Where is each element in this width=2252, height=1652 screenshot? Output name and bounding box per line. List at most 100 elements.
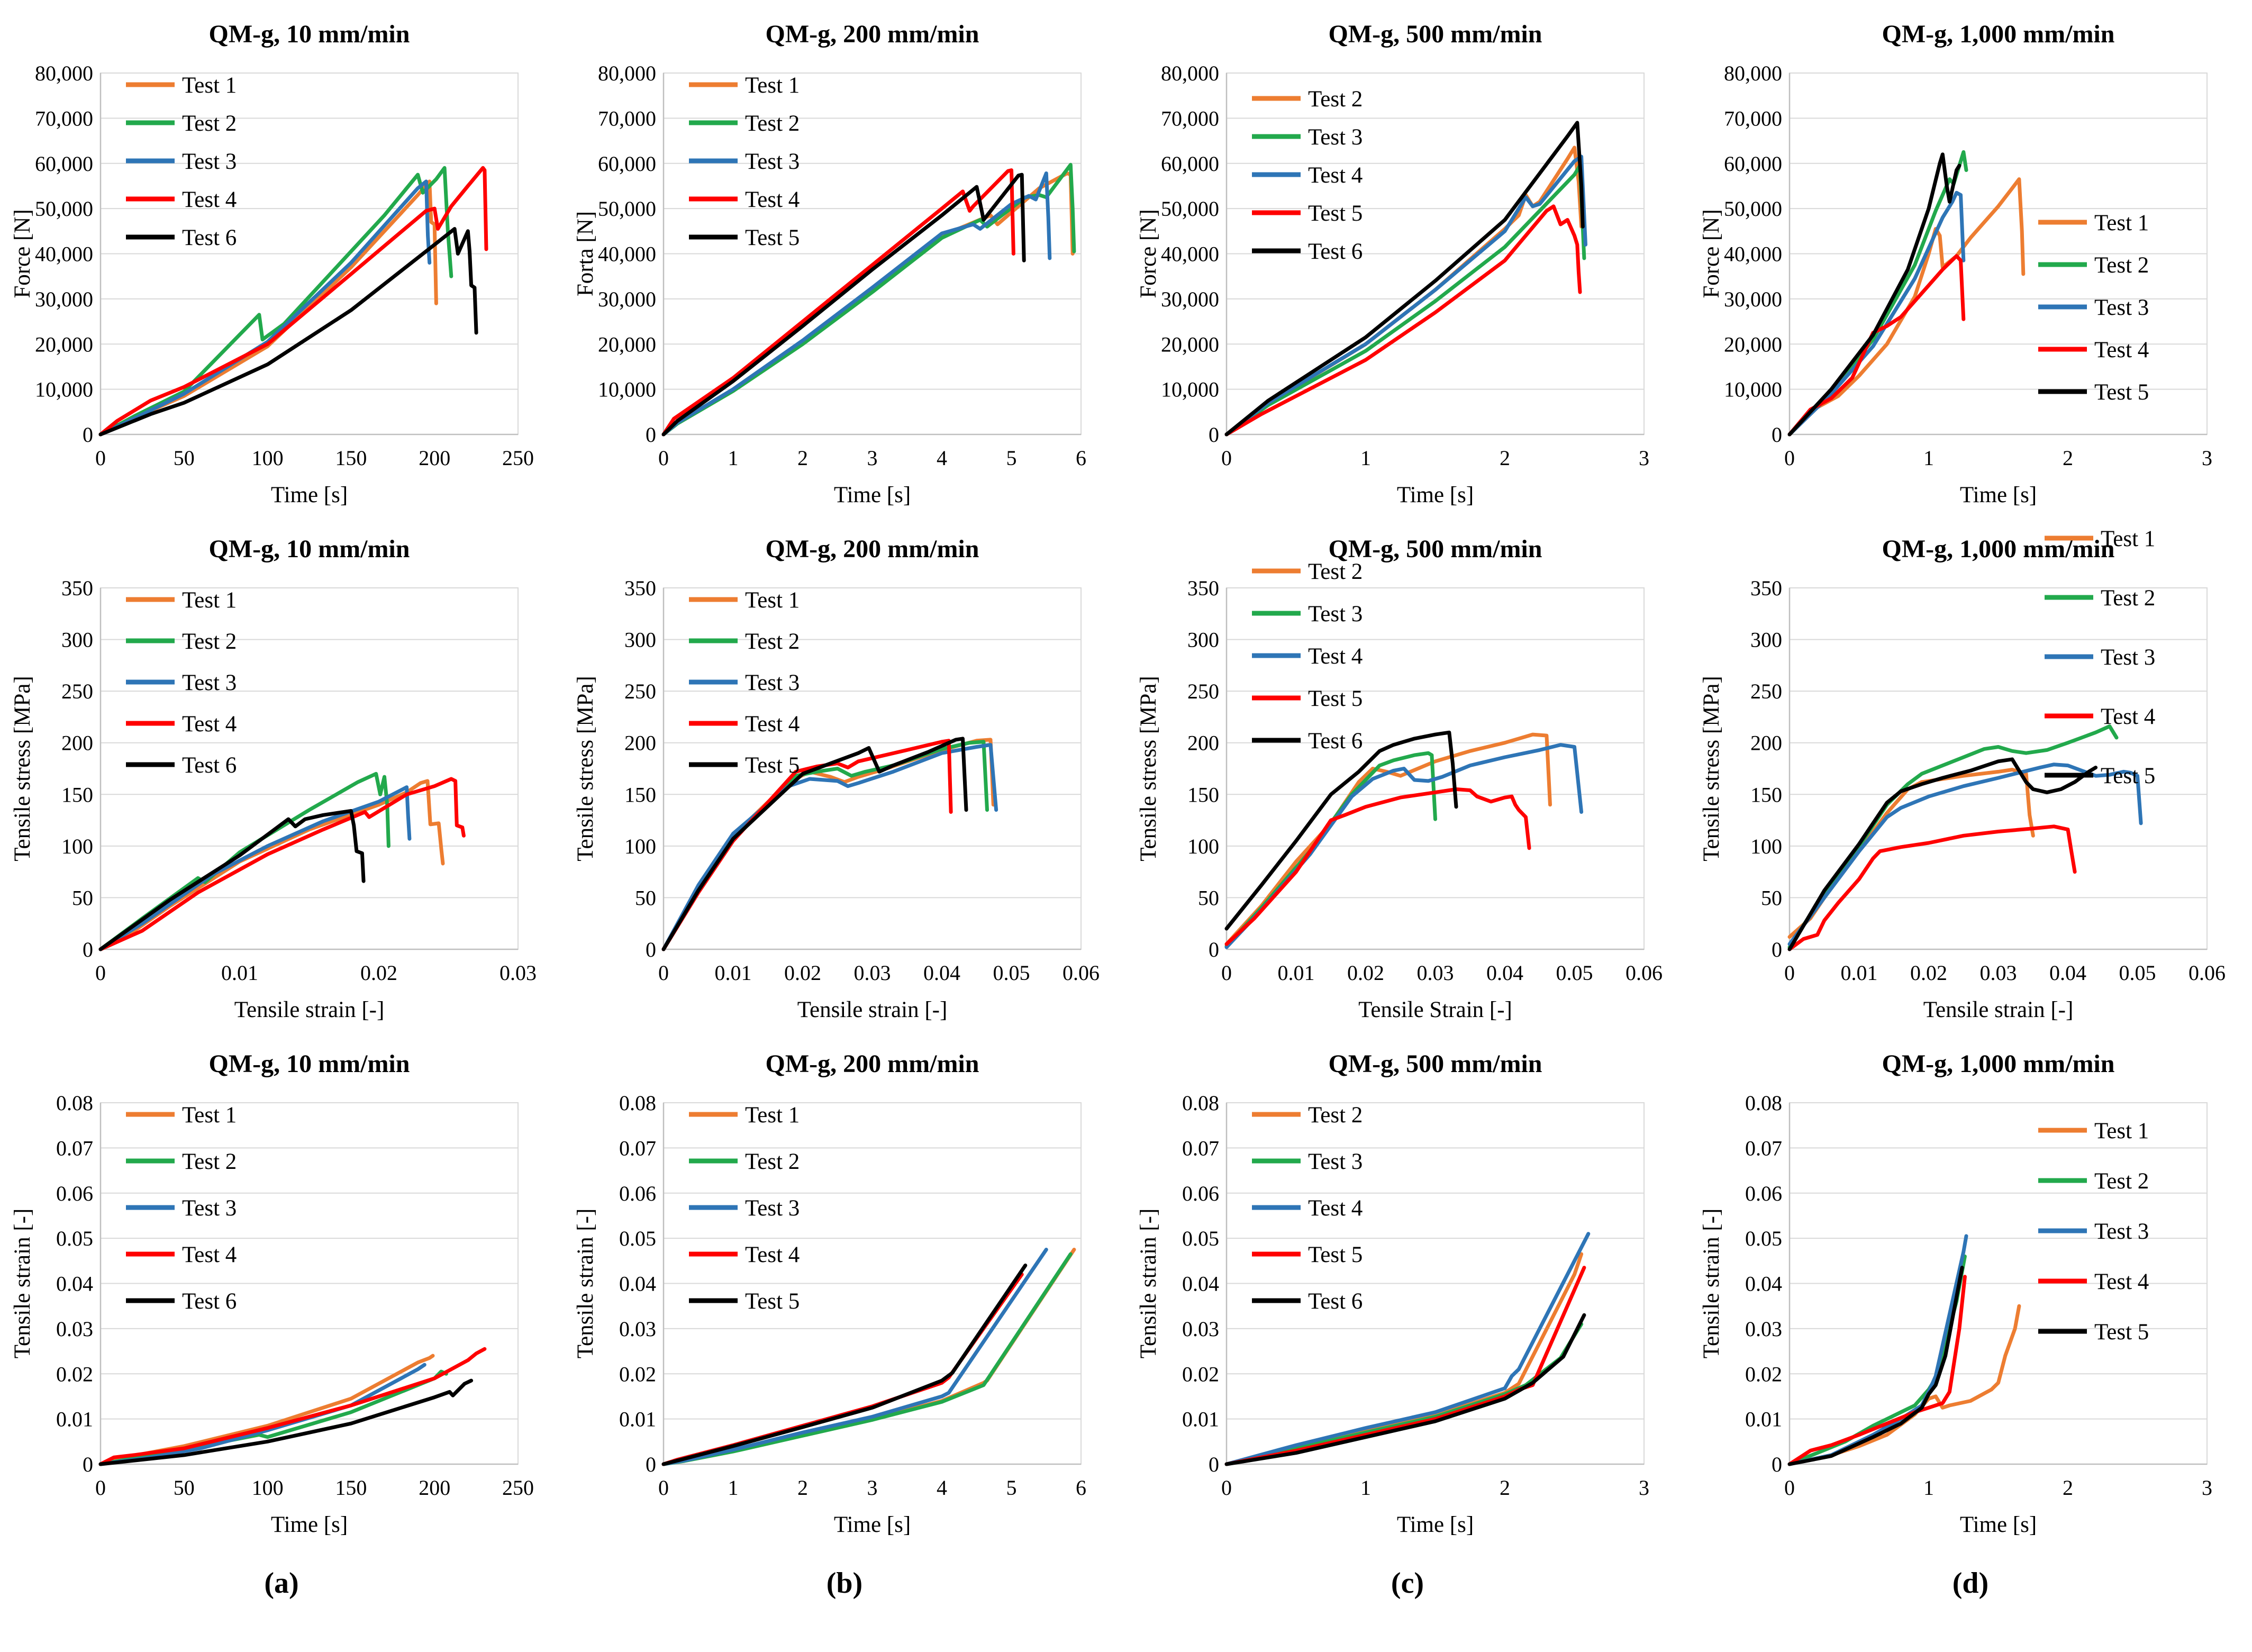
y-tick-label: 0.07 (56, 1136, 93, 1160)
x-tick-label: 150 (335, 446, 367, 470)
x-tick-label: 50 (174, 446, 195, 470)
legend-label-1: Test 1 (2101, 527, 2155, 551)
y-axis-label: Tensile strain [-] (10, 1209, 35, 1359)
series-line-test-3 (661, 171, 1052, 437)
series-line-test-3 (1224, 1322, 1584, 1466)
series-line-test-3 (1787, 763, 2143, 946)
y-tick-label: 250 (1187, 679, 1219, 703)
x-tick-label: 5 (1006, 446, 1017, 470)
y-tick-label: 20,000 (598, 332, 656, 356)
legend-label-3: Test 3 (182, 1196, 237, 1221)
x-tick-label: 250 (502, 1476, 534, 1500)
x-tick-label: 0 (95, 1476, 106, 1500)
y-tick-label: 50 (1198, 886, 1219, 910)
series-line-test-4 (1224, 1232, 1591, 1466)
y-axis-label: Tensile stress [MPa] (573, 676, 598, 861)
x-tick-label: 50 (174, 1476, 195, 1500)
x-axis-label: Tensile strain [-] (234, 997, 385, 1022)
y-tick-label: 0 (646, 423, 656, 447)
x-tick-label: 0.03 (854, 961, 891, 985)
x-axis-label: Time [s] (1960, 483, 2037, 507)
x-tick-label: 0.04 (1486, 961, 1523, 985)
y-tick-label: 150 (61, 783, 93, 806)
y-tick-label: 70,000 (598, 106, 656, 130)
y-tick-label: 150 (1750, 783, 1782, 806)
y-tick-label: 30,000 (598, 287, 656, 311)
x-tick-label: 0 (1221, 446, 1232, 470)
x-tick-label: 0.01 (1278, 961, 1315, 985)
y-tick-label: 0.08 (1745, 1091, 1782, 1115)
y-tick-label: 250 (61, 679, 93, 703)
x-tick-label: 2 (2063, 446, 2073, 470)
x-tick-label: 150 (335, 1476, 367, 1500)
legend-label-4: Test 4 (2094, 338, 2149, 362)
legend: Test 2 Test 3 Test 4 Test 5 Test 6 (1252, 87, 1363, 264)
legend-label-2: Test 2 (182, 1149, 237, 1174)
legend-label-2: Test 2 (2094, 253, 2149, 278)
y-tick-label: 20,000 (35, 332, 93, 356)
legend-label-5: Test 6 (1308, 1289, 1363, 1314)
x-tick-label: 1 (728, 1476, 739, 1500)
y-tick-label: 30,000 (1724, 287, 1782, 311)
legend-label-3: Test 3 (2101, 645, 2155, 670)
x-tick-label: 0 (1221, 961, 1232, 985)
y-tick-label: 80,000 (35, 61, 93, 85)
legend: Test 1 Test 2 Test 3 Test 4 Test 6 (126, 588, 237, 778)
y-tick-label: 0.06 (1182, 1182, 1219, 1205)
series-line-test-3 (661, 743, 998, 951)
legend: Test 2 Test 3 Test 4 Test 5 Test 6 (1252, 1103, 1363, 1314)
series-line-test-4 (661, 168, 1015, 437)
legend-label-2: Test 3 (1308, 125, 1363, 150)
y-tick-label: 40,000 (598, 242, 656, 266)
legend: Test 1 Test 2 Test 3 Test 4 Test 6 (126, 1103, 237, 1314)
x-tick-label: 0 (658, 446, 669, 470)
y-tick-label: 30,000 (35, 287, 93, 311)
chart-title: QM-g, 200 mm/min (766, 20, 979, 48)
chart-svg-8: 0 0.01 0.02 0.03 0.04 0.05 0.06 0.07 0.08 0 50 100 1… (10, 1050, 534, 1537)
x-tick-label: 3 (867, 446, 878, 470)
chart-panel-8: 0 0.01 0.02 0.03 0.04 0.05 0.06 0.07 0.08 0 50 100 1… (0, 1034, 563, 1549)
x-tick-label: 0.05 (1556, 961, 1593, 985)
legend-label-2: Test 2 (2094, 1169, 2149, 1194)
y-tick-label: 70,000 (1724, 106, 1782, 130)
y-tick-label: 300 (1187, 628, 1219, 652)
series-line-test-1 (98, 179, 438, 437)
legend: Test 1 Test 2 Test 3 Test 4 Test 5 (2038, 211, 2149, 405)
series-line-test-1 (1787, 1304, 2021, 1466)
x-tick-label: 0 (658, 961, 669, 985)
x-tick-label: 100 (252, 1476, 284, 1500)
y-tick-label: 0.03 (619, 1317, 656, 1341)
series-line-test-3 (661, 1248, 1048, 1466)
chart-svg-5: 0 50 100 150 200 250 300 350 0 0.01 0.02 0.03 0.04 0.… (573, 535, 1100, 1022)
x-tick-label: 0.04 (923, 961, 960, 985)
x-axis-label: Time [s] (1397, 483, 1474, 507)
x-axis-label: Time [s] (834, 483, 911, 507)
x-tick-label: 0.02 (784, 961, 821, 985)
caption-a: (a) (264, 1567, 299, 1600)
y-tick-label: 150 (1187, 783, 1219, 806)
series-line-test-5 (1224, 787, 1531, 946)
y-tick-label: 0.01 (1745, 1408, 1782, 1431)
y-tick-label: 0.03 (56, 1317, 93, 1341)
y-tick-label: 150 (624, 783, 656, 806)
x-tick-label: 0.01 (1841, 961, 1878, 985)
y-tick-label: 40,000 (35, 242, 93, 266)
chart-svg-9: 0 0.01 0.02 0.03 0.04 0.05 0.06 0.07 0.08 0 1 2 3 4 5 6… (573, 1050, 1086, 1537)
chart-title: QM-g, 1,000 mm/min (1882, 1050, 2115, 1078)
legend-label-3: Test 3 (745, 670, 800, 695)
x-tick-label: 1 (728, 446, 739, 470)
legend-label-5: Test 6 (182, 225, 237, 250)
legend-label-4: Test 4 (745, 187, 800, 212)
y-tick-label: 0 (1772, 938, 1782, 961)
series-line-test-2 (98, 771, 391, 951)
x-tick-label: 0.02 (1347, 961, 1384, 985)
y-tick-label: 50 (72, 886, 93, 910)
x-axis-label: Time [s] (271, 1512, 348, 1537)
series-line-test-5 (1787, 1266, 1964, 1466)
legend: Test 1 Test 2 Test 3 Test 4 Test 6 (126, 73, 237, 250)
x-tick-label: 250 (502, 446, 534, 470)
legend-label-4: Test 4 (745, 1242, 800, 1267)
y-tick-label: 350 (1750, 576, 1782, 600)
series-line-test-6 (98, 227, 478, 437)
x-tick-label: 0 (1784, 446, 1795, 470)
